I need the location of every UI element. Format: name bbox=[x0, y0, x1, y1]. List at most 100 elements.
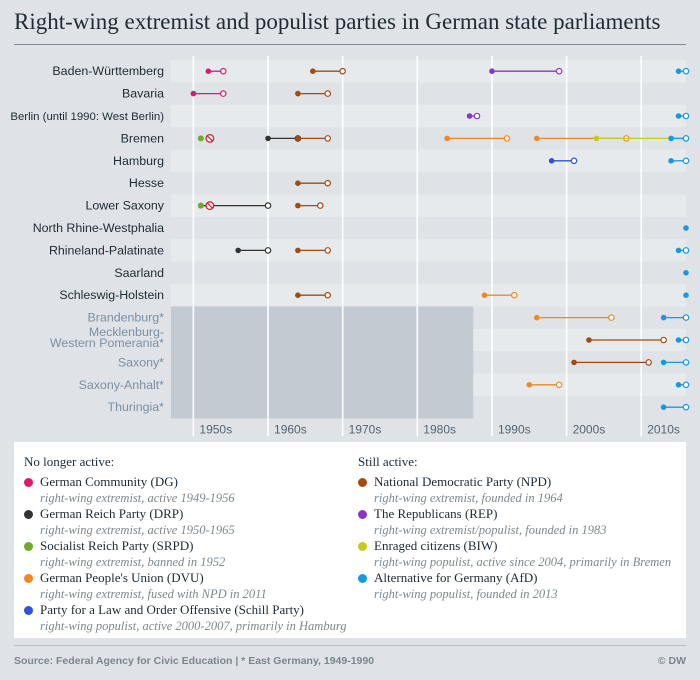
period-end-point bbox=[324, 291, 332, 299]
period-end-point bbox=[682, 67, 690, 75]
legend-name-npd: National Democratic Party (NPD) bbox=[374, 474, 552, 489]
period-end-point bbox=[682, 359, 690, 366]
banned-icon bbox=[205, 133, 215, 143]
period-end-point bbox=[316, 202, 324, 209]
period-end-point bbox=[219, 90, 227, 97]
legend-desc-schill: right-wing populist, active 2000-2007, p… bbox=[40, 619, 347, 633]
legend-heading-inactive: No longer active: bbox=[24, 454, 115, 469]
period-end-point bbox=[324, 247, 332, 254]
state-label: Bremen bbox=[121, 131, 164, 145]
period-end-point bbox=[555, 381, 563, 389]
period-end-point bbox=[324, 179, 332, 187]
period-end-point bbox=[682, 247, 690, 254]
period-end-point bbox=[682, 135, 690, 142]
legend-dot-npd bbox=[358, 478, 367, 487]
legend-name-dvu: German People's Union (DVU) bbox=[40, 570, 204, 585]
period-start-point bbox=[593, 135, 600, 142]
chart-title: Right-wing extremist and populist partie… bbox=[14, 9, 661, 34]
legend-dot-dg bbox=[24, 478, 33, 487]
period-start-point bbox=[295, 180, 301, 186]
period-end-point bbox=[219, 67, 227, 75]
period-start-point bbox=[683, 270, 689, 276]
state-label: Schleswig-Holstein bbox=[59, 288, 164, 302]
legend: No longer active: Still active: German C… bbox=[14, 442, 686, 638]
state-label: Baden-Württemberg bbox=[52, 64, 164, 78]
period-start-point bbox=[533, 314, 540, 321]
period-start-point bbox=[197, 135, 204, 142]
period-end-point bbox=[473, 112, 481, 120]
state-label: Berlin (until 1990: West Berlin) bbox=[10, 111, 164, 123]
period-start-point bbox=[683, 225, 689, 231]
period-end-point bbox=[660, 336, 667, 344]
brand-label: © DW bbox=[657, 655, 686, 667]
row-band bbox=[171, 60, 686, 83]
period-start-point bbox=[675, 247, 682, 254]
period-start-point bbox=[235, 247, 241, 254]
legend-name-schill: Party for a Law and Order Offensive (Sch… bbox=[40, 602, 305, 617]
period-end-point bbox=[324, 90, 332, 97]
row-band bbox=[171, 104, 686, 128]
state-label: Mecklenburg- bbox=[89, 325, 164, 339]
legend-name-afd: Alternative for Germany (AfD) bbox=[374, 570, 538, 585]
legend-dot-rep bbox=[358, 510, 367, 519]
period-start-point bbox=[571, 359, 577, 366]
timeline-chart: 1950s 1960s 1970s 1980s 1990s 2000s 2010s Baden… bbox=[10, 56, 690, 437]
source-note: Source: Federal Agency for Civic Educati… bbox=[14, 655, 375, 667]
legend-dot-srpd bbox=[24, 542, 33, 551]
legend-name-rep: The Republicans (REP) bbox=[374, 506, 498, 521]
period-start-point bbox=[675, 337, 682, 343]
period-end-point bbox=[608, 314, 615, 321]
footer-divider bbox=[14, 645, 686, 646]
x-tick-label: 1960s bbox=[274, 422, 307, 436]
period-start-point bbox=[295, 202, 301, 209]
legend-dot-biw bbox=[358, 542, 367, 551]
period-start-point bbox=[586, 337, 592, 343]
banned-icon bbox=[205, 201, 215, 211]
period-start-point bbox=[675, 113, 682, 119]
legend-desc-drp: right-wing extremist, active 1950-1965 bbox=[40, 523, 235, 537]
period-start-point bbox=[466, 113, 473, 119]
legend-name-drp: German Reich Party (DRP) bbox=[40, 506, 184, 521]
period-start-point bbox=[533, 135, 540, 142]
period-start-point bbox=[205, 68, 212, 74]
period-end-point bbox=[511, 291, 518, 299]
legend-desc-dvu: right-wing extremist, fused with NPD in … bbox=[40, 587, 267, 601]
period-start-point bbox=[660, 359, 667, 366]
period-end-point bbox=[555, 67, 563, 75]
period-start-point bbox=[295, 135, 301, 142]
row-band bbox=[171, 284, 686, 307]
banned-icon-slash bbox=[206, 135, 213, 142]
x-tick-label: 2010s bbox=[647, 422, 680, 436]
period-end-point bbox=[339, 67, 346, 75]
state-label: Saarland bbox=[114, 266, 164, 280]
period-start-point bbox=[660, 314, 667, 321]
state-label: Hamburg bbox=[113, 154, 164, 168]
x-tick-label: 1950s bbox=[199, 422, 232, 436]
state-label: Thuringia* bbox=[108, 400, 165, 414]
state-label: Brandenburg* bbox=[88, 311, 165, 325]
state-label: Saxony* bbox=[118, 355, 164, 369]
row-band bbox=[171, 149, 686, 172]
period-start-point bbox=[675, 382, 682, 388]
legend-dot-afd bbox=[358, 574, 367, 583]
x-tick-label: 1990s bbox=[498, 422, 531, 436]
period-start-point bbox=[190, 90, 197, 97]
legend-desc-biw: right-wing populist, active since 2004, … bbox=[374, 555, 672, 569]
legend-desc-afd: right-wing populist, founded in 2013 bbox=[374, 587, 558, 601]
legend-dot-schill bbox=[24, 606, 33, 615]
period-end-point bbox=[682, 157, 690, 165]
period-end-point bbox=[682, 381, 690, 389]
period-end-point bbox=[682, 403, 690, 411]
period-start-point bbox=[295, 292, 301, 298]
period-start-point bbox=[526, 382, 533, 388]
period-end-point bbox=[682, 112, 690, 120]
row-band bbox=[171, 239, 686, 262]
east-germany-block bbox=[171, 306, 474, 419]
period-start-point bbox=[683, 292, 689, 298]
period-start-point bbox=[310, 68, 316, 74]
x-tick-label: 1980s bbox=[423, 422, 456, 436]
state-label: Rhineland-Palatinate bbox=[49, 243, 164, 257]
state-label: Hesse bbox=[129, 176, 164, 190]
period-start-point bbox=[295, 90, 301, 97]
period-end-point bbox=[682, 336, 690, 344]
